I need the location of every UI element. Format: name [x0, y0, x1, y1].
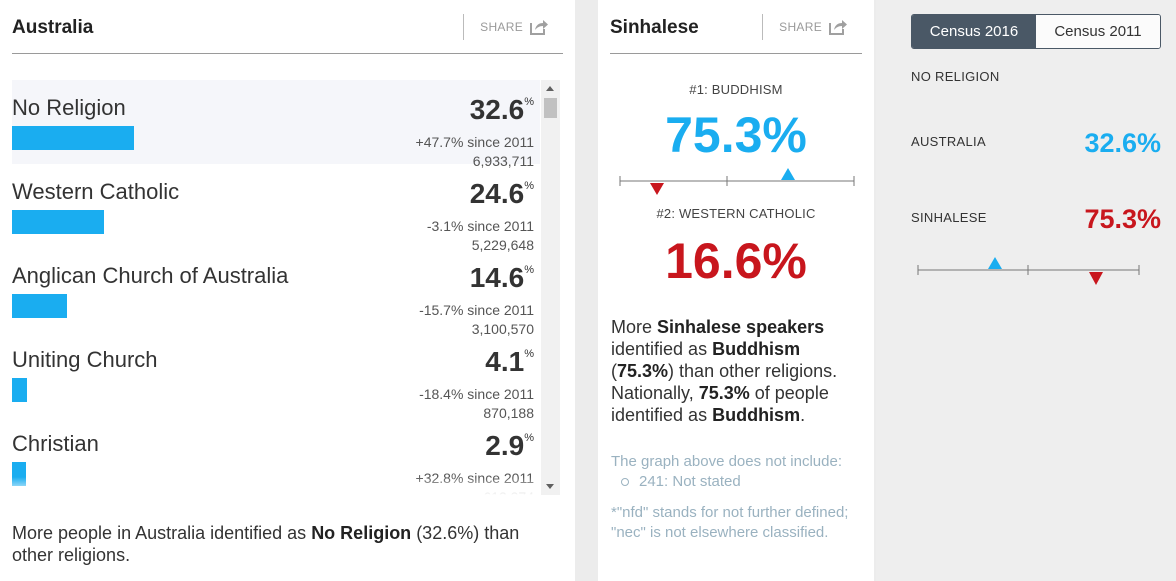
- list-item[interactable]: No Religion 32.6% +47.7% since 2011 6,933,7…: [12, 80, 540, 169]
- people-count: 6,933,711: [472, 153, 534, 169]
- bullet-icon: [621, 477, 629, 486]
- people-count: 5,229,648: [471, 237, 534, 253]
- category-label: NO RELIGION: [911, 69, 1000, 84]
- share-bar: [12, 126, 134, 150]
- summary-text: ) than other religions. Nationally,: [611, 361, 838, 403]
- sinhalese-marker-icon: [1089, 272, 1103, 285]
- list-item[interactable]: Anglican Church of Australia 14.6% -15.7% …: [12, 248, 540, 337]
- religion-list[interactable]: No Religion 32.6% +47.7% since 2011 6,933,7…: [12, 80, 562, 495]
- sinhalese-panel: Sinhalese SHARE #1: BUDDHISM 75.3% #2: W…: [598, 0, 874, 581]
- share-button[interactable]: SHARE: [762, 14, 848, 40]
- summary-text: .: [800, 405, 806, 425]
- people-count: 3,100,570: [471, 321, 534, 337]
- comparison-scale-right: [917, 257, 1140, 285]
- religion-percent: 4.1%: [485, 346, 534, 378]
- share-label: SHARE: [779, 20, 822, 34]
- note-heading: The graph above does not include:: [611, 453, 842, 470]
- exclusion-note: The graph above does not include: 241: N…: [611, 452, 866, 492]
- share-label: SHARE: [480, 20, 523, 34]
- scroll-up-icon[interactable]: [546, 86, 554, 91]
- summary-text: of people identified as: [611, 383, 829, 425]
- religion-label: Western Catholic: [12, 179, 180, 204]
- share-icon: [530, 20, 548, 35]
- australia-panel: Australia SHARE No Religion 32.6% +47.7% s…: [0, 0, 575, 581]
- religion-percent: 32.6%: [470, 94, 534, 126]
- tab-census-2011[interactable]: Census 2011: [1036, 15, 1160, 48]
- religion-percent: 14.6%: [470, 262, 534, 294]
- percent-sign: %: [524, 432, 534, 444]
- summary-bold: 75.3%: [698, 383, 750, 403]
- summary-bold: No Religion: [311, 523, 412, 543]
- percent-sign: %: [524, 180, 534, 192]
- people-count: 870,188: [483, 405, 534, 421]
- percent-value: 24.6: [469, 178, 525, 209]
- summary-text: More people in Australia identified as: [12, 523, 312, 543]
- australia-panel-header: Australia SHARE: [12, 0, 563, 54]
- rank2-label: #2: WESTERN CATHOLIC: [656, 206, 816, 221]
- sinhalese-summary: More Sinhalese speakers identified as Bu…: [611, 316, 866, 426]
- change-since-2011: -3.1% since 2011: [426, 218, 534, 234]
- share-bar: [12, 210, 104, 234]
- list-scrollbar[interactable]: [541, 80, 560, 495]
- change-since-2011: +47.7% since 2011: [415, 134, 534, 150]
- percent-sign: %: [524, 96, 534, 108]
- share-icon: [829, 20, 847, 35]
- share-button[interactable]: SHARE: [463, 14, 549, 40]
- percent-value: 14.6: [469, 262, 525, 293]
- change-since-2011: -15.7% since 2011: [419, 302, 534, 318]
- australia-title: Australia: [12, 17, 94, 38]
- share-bar: [12, 378, 27, 402]
- australia-label: AUSTRALIA: [911, 134, 986, 149]
- change-since-2011: -18.4% since 2011: [419, 386, 534, 402]
- australia-marker-icon: [988, 257, 1002, 269]
- percent-sign: %: [524, 264, 534, 276]
- summary-bold: 75.3%: [617, 361, 669, 381]
- scroll-down-icon[interactable]: [546, 484, 554, 489]
- summary-bold: Sinhalese speakers: [657, 317, 825, 337]
- note-item: 241: Not stated: [611, 472, 866, 492]
- scroll-thumb[interactable]: [544, 98, 557, 118]
- tab-census-2016[interactable]: Census 2016: [912, 15, 1036, 48]
- percent-value: 4.1: [485, 346, 525, 377]
- rank1-label: #1: BUDDHISM: [689, 82, 783, 97]
- percent-value: 2.9: [485, 430, 525, 461]
- australia-summary: More people in Australia identified as N…: [12, 522, 552, 566]
- sinhalese-title: Sinhalese: [610, 17, 699, 38]
- comparison-scale: [619, 168, 855, 195]
- summary-bold: Buddhism: [712, 405, 801, 425]
- sinhalese-panel-header: Sinhalese SHARE: [610, 0, 862, 54]
- religion-percent: 24.6%: [470, 178, 534, 210]
- australia-percent: 32.6%: [1084, 128, 1161, 158]
- religion-label: No Religion: [12, 95, 126, 120]
- list-item[interactable]: Uniting Church 4.1% -18.4% since 2011 870,1…: [12, 332, 540, 421]
- comparison-panel: Census 2016 Census 2011 NO RELIGION AUST…: [876, 0, 1176, 581]
- list-item[interactable]: Western Catholic 24.6% -3.1% since 2011 5,2…: [12, 164, 540, 253]
- census-toggle: Census 2016 Census 2011: [911, 14, 1161, 49]
- religion-label: Uniting Church: [12, 347, 158, 372]
- share-bar: [12, 294, 67, 318]
- rank1-percent: 75.3%: [665, 107, 807, 163]
- sinhalese-label: SINHALESE: [911, 210, 987, 225]
- religion-label: Christian: [12, 431, 99, 456]
- rank2-percent: 16.6%: [665, 233, 807, 289]
- catholic-marker-icon: [650, 183, 664, 195]
- percent-sign: %: [524, 348, 534, 360]
- summary-bold: Buddhism: [712, 339, 801, 359]
- list-fade: [12, 477, 562, 495]
- sinhalese-percent: 75.3%: [1084, 204, 1161, 234]
- note-item-text: 241: Not stated: [639, 473, 741, 490]
- buddhism-marker-icon: [781, 168, 795, 180]
- summary-text: identified as: [611, 339, 713, 359]
- summary-text: More: [611, 317, 658, 337]
- percent-value: 32.6: [469, 94, 525, 125]
- religion-label: Anglican Church of Australia: [12, 263, 289, 288]
- nfd-footnote: *"nfd" stands for not further defined; "…: [611, 504, 849, 541]
- religion-percent: 2.9%: [485, 430, 534, 462]
- summary-text-end: (32.6%) than other religions.: [12, 523, 520, 565]
- summary-text: (: [611, 361, 617, 381]
